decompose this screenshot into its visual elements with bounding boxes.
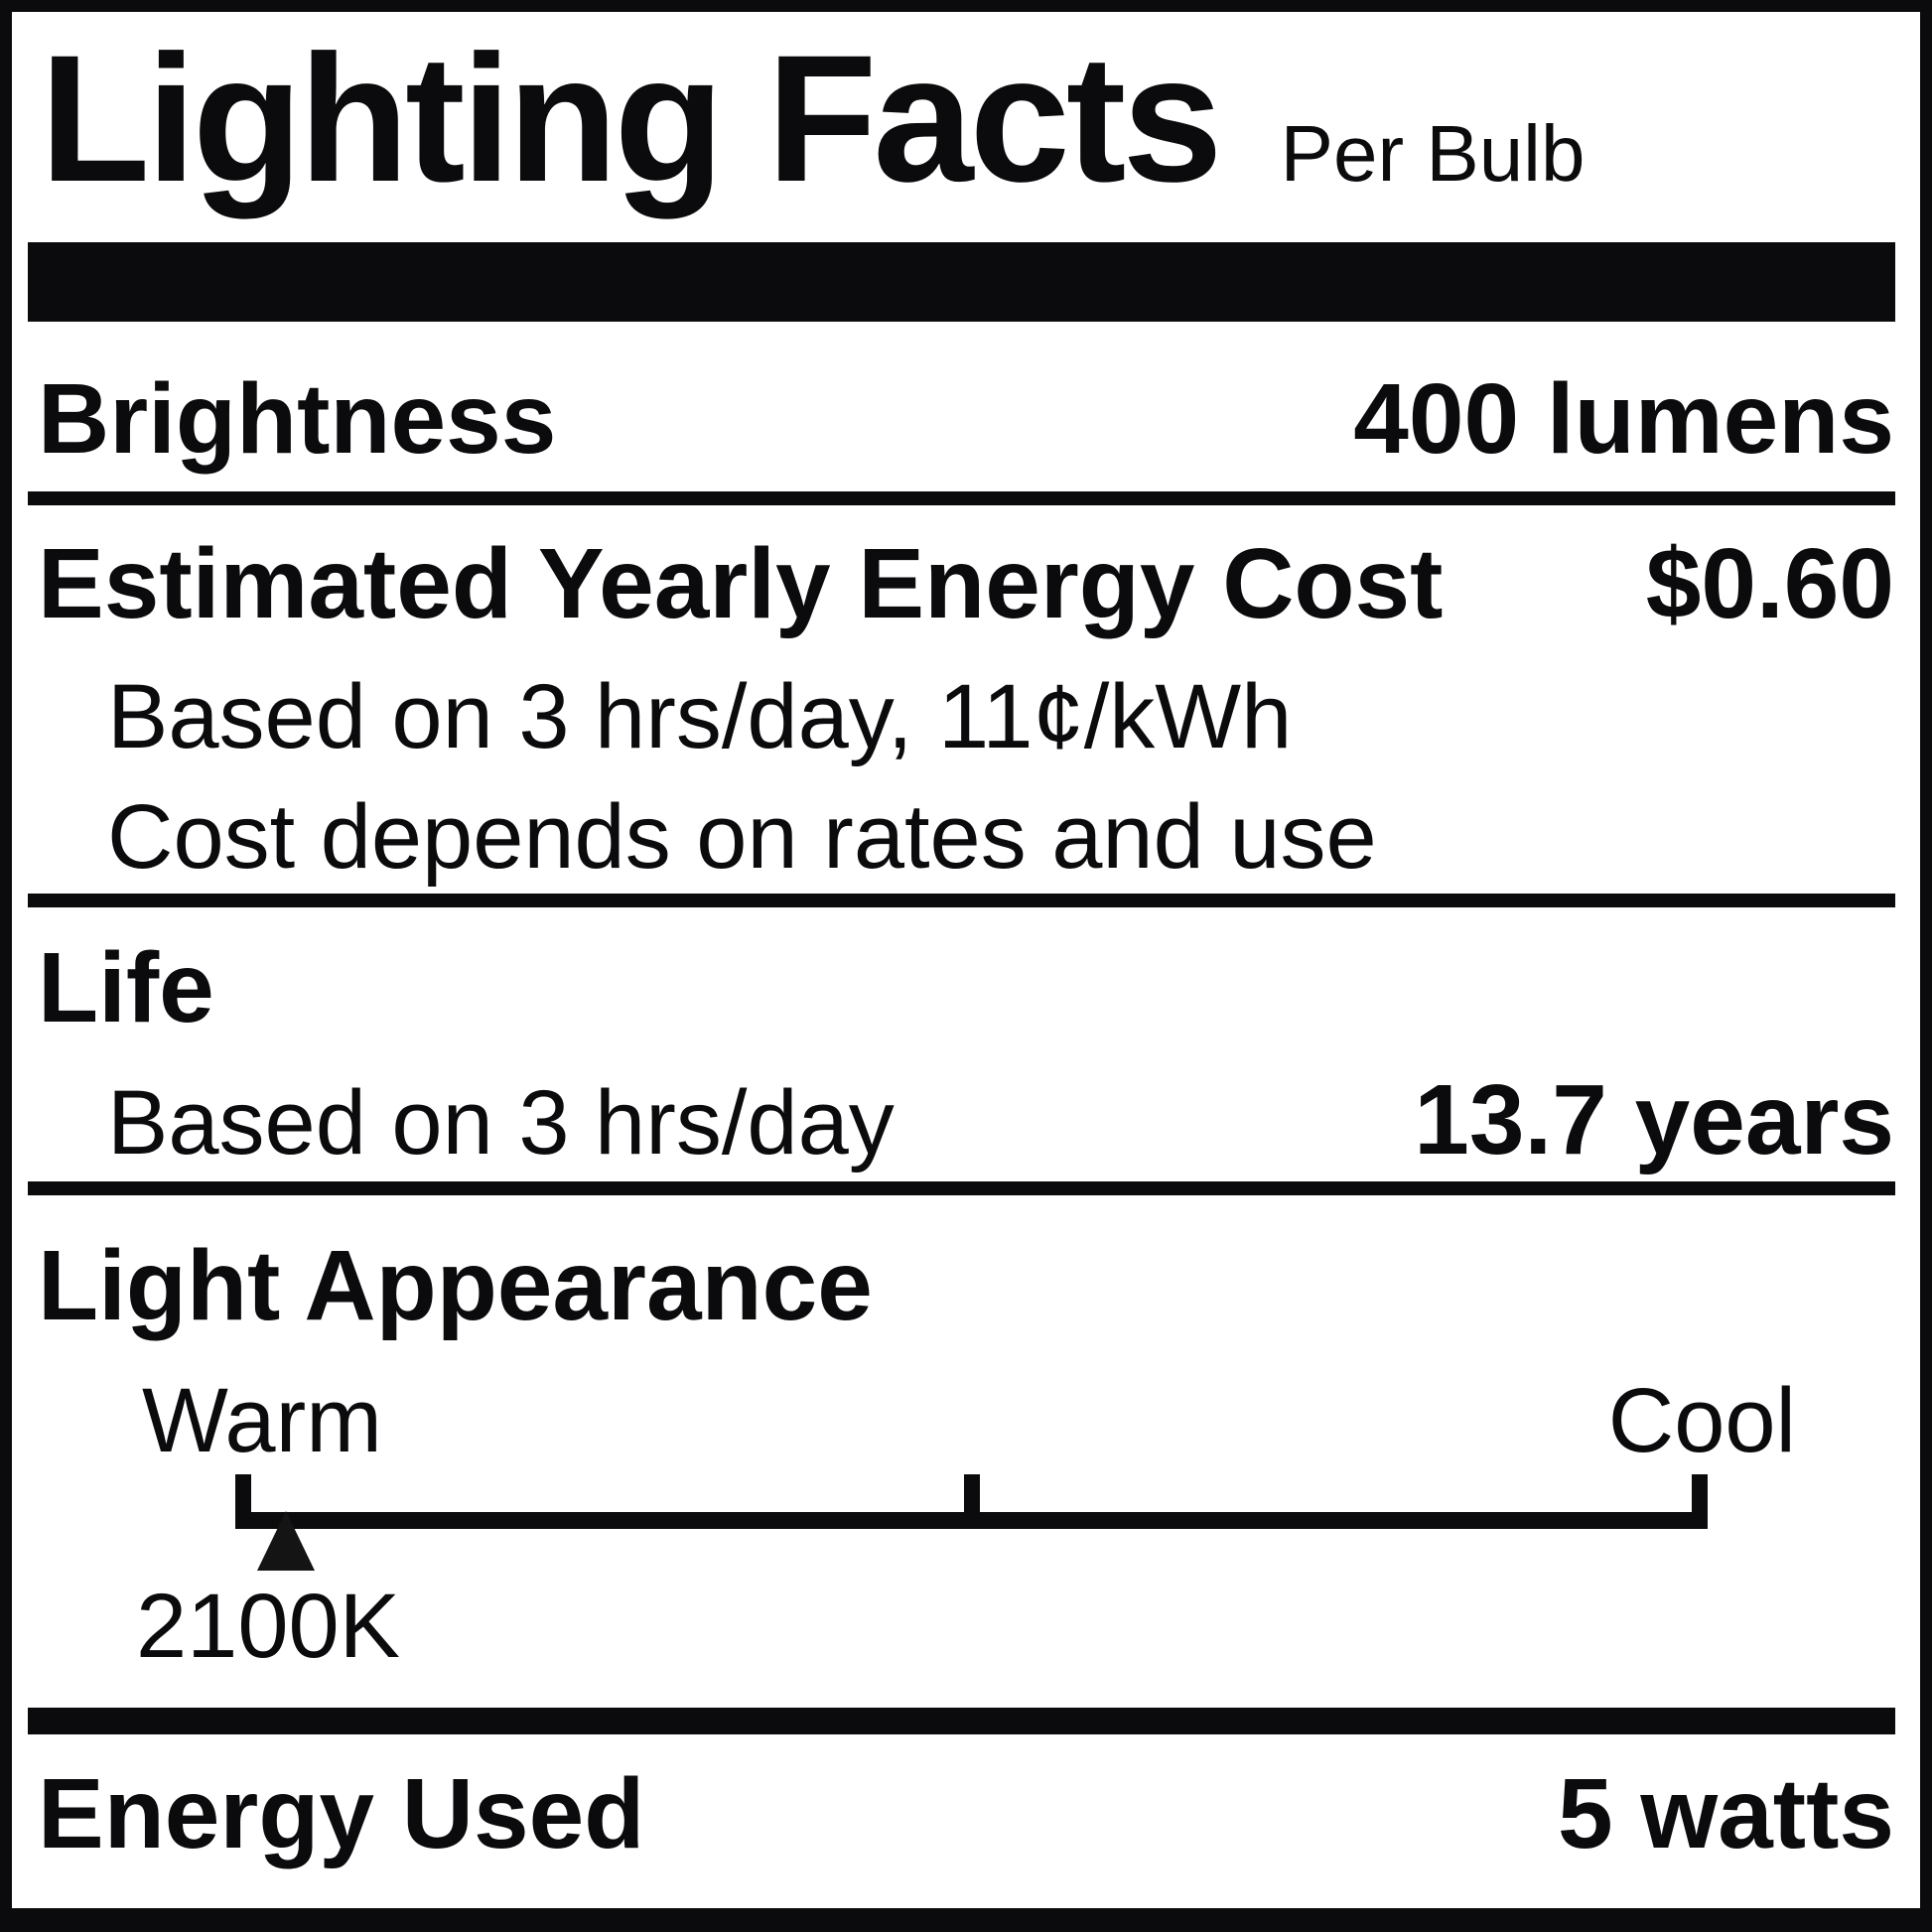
life-label: Life — [38, 932, 214, 1043]
energy-cost-row: Estimated Yearly Energy Cost $0.60 — [38, 534, 1894, 633]
life-row: Based on 3 hrs/day 13.7 years — [107, 1070, 1894, 1170]
energy-cost-label: Estimated Yearly Energy Cost — [38, 528, 1444, 639]
scale-bar — [235, 1512, 1708, 1529]
brightness-row: Brightness 400 lumens — [38, 369, 1894, 469]
temperature-value: 2100K — [136, 1576, 401, 1677]
label-frame-bottom — [0, 1908, 1932, 1932]
warm-label: Warm — [142, 1370, 382, 1471]
energy-cost-value: $0.60 — [1645, 528, 1894, 639]
brightness-value: 400 lumens — [1353, 363, 1894, 475]
cool-label: Cool — [1607, 1370, 1796, 1471]
title-row: Lighting Facts Per Bulb — [40, 28, 1892, 208]
color-temperature-scale — [235, 1474, 1708, 1571]
label-title: Lighting Facts — [40, 17, 1223, 219]
section-rule — [28, 491, 1895, 505]
triangle-marker-icon — [257, 1511, 315, 1571]
life-basis: Based on 3 hrs/day — [107, 1072, 895, 1173]
energy-used-row: Energy Used 5 watts — [38, 1764, 1894, 1863]
brightness-label: Brightness — [38, 363, 557, 475]
life-value: 13.7 years — [1414, 1064, 1894, 1175]
energy-used-value: 5 watts — [1557, 1758, 1894, 1869]
energy-divider-bar — [28, 1708, 1895, 1734]
energy-used-label: Energy Used — [38, 1758, 645, 1869]
energy-cost-basis: Based on 3 hrs/day, 11¢/kWh — [107, 666, 1293, 767]
title-divider-bar — [28, 242, 1895, 322]
light-appearance-label: Light Appearance — [38, 1230, 873, 1341]
section-rule — [28, 1181, 1895, 1195]
section-rule — [28, 894, 1895, 907]
energy-cost-note: Cost depends on rates and use — [107, 786, 1377, 888]
label-subtitle: Per Bulb — [1280, 109, 1586, 198]
